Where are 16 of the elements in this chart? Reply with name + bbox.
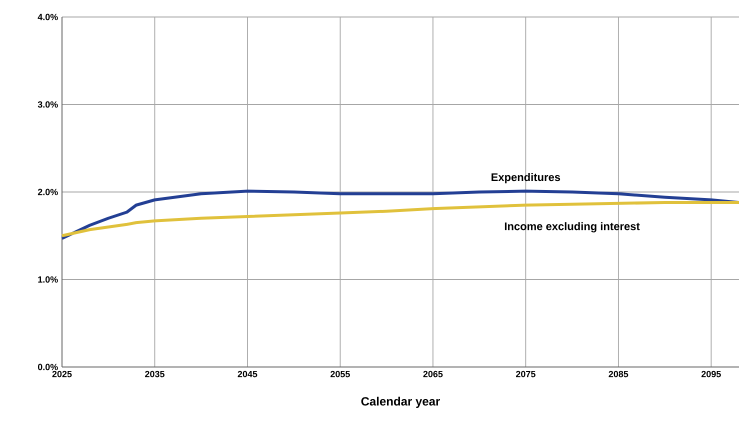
x-tick-label: 2025 (52, 370, 72, 378)
x-tick-label: 2095 (701, 370, 721, 378)
y-tick-label: 4.0% (38, 14, 58, 20)
x-tick-label: 2055 (330, 370, 350, 378)
x-tick-label: 2065 (423, 370, 443, 378)
y-tick-label: 3.0% (38, 101, 58, 108)
x-tick-label: 2035 (145, 370, 164, 378)
y-tick-label: 2.0% (38, 188, 58, 196)
y-tick-label: 0.0% (38, 364, 58, 370)
x-axis-title: Calendar year (361, 396, 440, 408)
x-tick-label: 2045 (238, 370, 258, 378)
y-tick-label: 1.0% (38, 276, 58, 283)
series-label: Expenditures (492, 173, 560, 184)
series-label: Income excluding interest (504, 222, 640, 232)
x-tick-label: 2085 (608, 370, 628, 378)
x-tick-label: 2075 (516, 370, 536, 378)
